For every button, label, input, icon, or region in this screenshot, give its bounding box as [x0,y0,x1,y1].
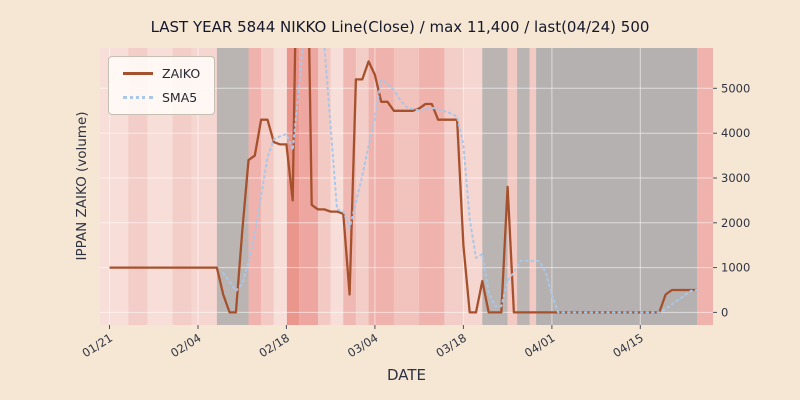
price-band [261,48,274,325]
y-tick-label: 1000 [721,261,750,275]
price-band [273,48,287,325]
x-tick-label: 04/01 [522,331,558,360]
price-band [172,48,192,325]
sma5-line-sample [123,96,153,99]
price-band [697,48,713,325]
price-band [299,48,319,325]
price-band [444,48,464,325]
legend-label-zaiko: ZAIKO [162,66,201,81]
zaiko-line [109,48,698,314]
x-tick-label: 02/04 [168,331,204,360]
y-axis-label: IPPAN ZAIKO (volume) [74,111,90,261]
price-band [368,48,394,325]
price-band [517,48,530,325]
x-axis-label: DATE [386,366,427,384]
price-band [248,48,262,325]
x-tick-label: 02/18 [256,331,292,360]
price-band [393,48,420,325]
price-band [318,48,331,325]
x-tick-label: 04/15 [610,331,646,360]
x-tick-label: 03/04 [345,331,381,360]
price-band [529,48,536,325]
price-band [507,48,518,325]
y-tick-label: 2000 [721,216,750,230]
legend-item-zaiko: ZAIKO [123,66,200,81]
legend: ZAIKO SMA5 [108,56,216,115]
y-tick-label: 0 [721,305,728,319]
sma5-line [222,48,699,314]
price-band [128,48,148,325]
price-band [330,48,344,325]
x-tick-label: 01/21 [80,331,116,360]
price-band [216,48,249,325]
y-tick-label: 3000 [721,171,750,185]
price-band [355,48,369,325]
zaiko-line-sample [123,72,153,75]
price-band [419,48,445,325]
y-tick-label: 4000 [721,126,750,140]
y-tick-label: 5000 [721,81,750,95]
price-band [536,48,698,325]
legend-item-sma5: SMA5 [123,90,200,105]
x-tick-label: 03/18 [433,331,469,360]
price-band [463,48,483,325]
chart-title: LAST YEAR 5844 NIKKO Line(Close) / max 1… [150,18,650,36]
legend-label-sma5: SMA5 [162,90,198,105]
